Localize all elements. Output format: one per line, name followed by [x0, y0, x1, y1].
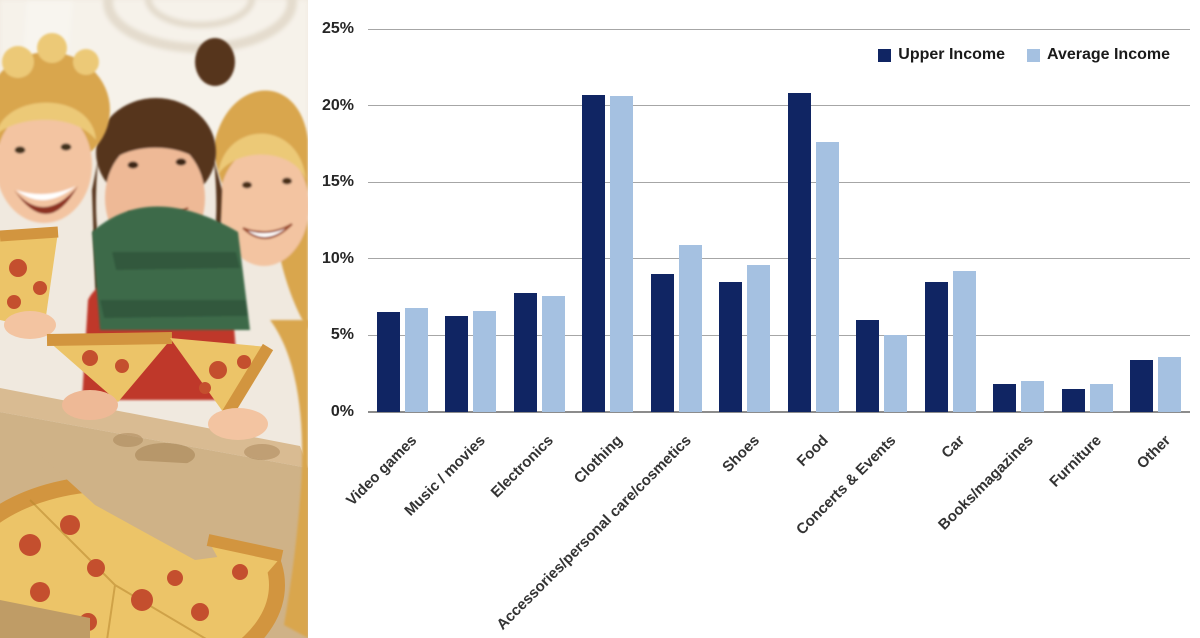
legend-label: Upper Income [898, 46, 1005, 63]
y-tick-label: 15% [321, 173, 354, 191]
bar-average-income [610, 96, 634, 412]
bar-upper-income [993, 384, 1017, 412]
bar-average-income [1158, 356, 1182, 412]
gridline [368, 105, 1190, 107]
pizza-box-front-wall [0, 600, 90, 638]
girl-left-open-smile [14, 186, 78, 215]
bar-average-income [884, 335, 908, 412]
spending-bar-chart: Upper Income Average Income 0% 5% 10% 15% 20%… [308, 0, 1200, 638]
gridline [368, 28, 1190, 30]
photo-pizza-teens [0, 0, 308, 638]
legend-item: Average Income [1026, 46, 1170, 64]
bar-average-income [1089, 384, 1113, 412]
y-tick-label: 0% [330, 403, 354, 420]
ceiling-medallion-inner [144, 0, 256, 29]
bar-average-income [473, 310, 497, 412]
bar-upper-income [513, 292, 537, 412]
pizza-slice-right [170, 338, 274, 440]
x-category-label: Other [1133, 432, 1174, 473]
chart-legend: Upper Income Average Income [878, 46, 1170, 64]
bar-upper-income [650, 274, 674, 412]
gridline [368, 258, 1190, 260]
bar-upper-income [787, 93, 811, 412]
hand-center [62, 390, 118, 420]
bar-upper-income [445, 315, 469, 412]
gridline [368, 181, 1190, 183]
x-category-label: Shoes [718, 432, 763, 476]
legend-label: Average Income [1046, 46, 1170, 63]
y-tick-label: 5% [330, 326, 354, 344]
bar-average-income [747, 264, 771, 412]
pizza-eaten-area [40, 455, 308, 560]
y-tick-label: 25% [321, 20, 354, 37]
x-axis-line [368, 411, 1190, 413]
legend-marker-icon [1026, 48, 1040, 62]
bar-average-income [1021, 381, 1045, 412]
gridline [368, 334, 1190, 336]
x-category-label: Food [793, 432, 832, 470]
pizza-in-box [0, 455, 308, 638]
girl-left-hand [4, 311, 56, 339]
bar-average-income [404, 307, 428, 412]
girl-right-face [219, 146, 308, 266]
pizza-slice-center [46, 332, 173, 420]
legend-marker-icon [878, 48, 892, 62]
y-tick-label: 10% [321, 249, 354, 267]
bar-upper-income [582, 94, 606, 412]
bar-upper-income [1130, 359, 1154, 412]
girl-right-hair-front [270, 320, 308, 638]
grease-spot [135, 443, 195, 467]
bar-upper-income [376, 312, 400, 412]
x-category-label: Clothing [570, 432, 626, 488]
y-tick-label: 20% [321, 96, 354, 114]
girl-right-hand [208, 408, 268, 440]
bar-upper-income [856, 320, 880, 412]
photo-illustration [0, 0, 308, 638]
girl-left [0, 33, 250, 330]
bar-average-income [815, 142, 839, 412]
legend-item: Upper Income [878, 46, 1005, 64]
x-category-label: Electronics [488, 432, 558, 502]
bar-average-income [678, 245, 702, 412]
girl-right-fringe [218, 133, 306, 180]
girl-right-smile [242, 223, 293, 239]
girl-right [213, 90, 308, 330]
bar-upper-income [1061, 389, 1085, 412]
pizza-slice-left [0, 226, 59, 339]
bar-upper-income [924, 281, 948, 412]
bar-average-income [952, 271, 976, 412]
bar-average-income [541, 295, 565, 412]
x-category-label: Furniture [1046, 432, 1106, 491]
x-category-label: Car [938, 432, 969, 462]
bar-upper-income [719, 281, 743, 412]
x-category-label: Video games [342, 432, 421, 510]
girl-middle-ponytail [195, 38, 235, 86]
